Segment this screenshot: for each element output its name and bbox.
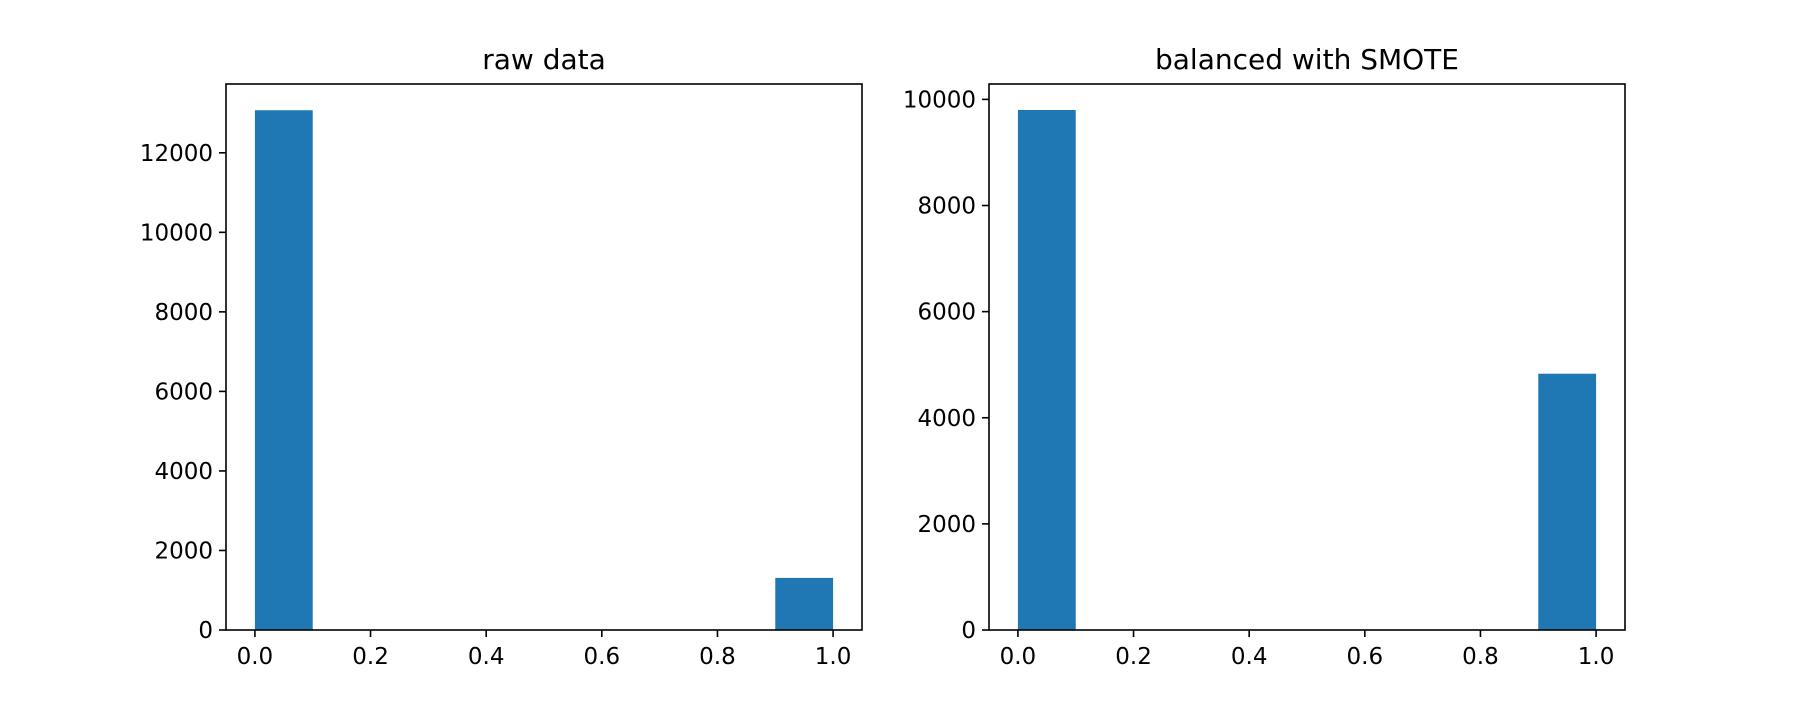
y-tick-label: 6000	[917, 300, 976, 326]
histogram-bar-1	[1538, 373, 1597, 630]
histogram-bar-0	[1017, 110, 1076, 630]
axes-frame	[225, 83, 863, 631]
y-tick-label: 2000	[917, 512, 976, 538]
x-tick-label: 0.8	[699, 644, 736, 670]
chart-title: raw data	[482, 43, 606, 76]
histogram-bar-1	[775, 577, 834, 630]
y-tick-label: 8000	[154, 300, 213, 326]
x-tick-label: 0.8	[1462, 644, 1499, 670]
y-tick-label: 8000	[917, 194, 976, 220]
y-tick-label: 4000	[917, 406, 976, 432]
x-tick-label: 0.6	[584, 644, 621, 670]
x-tick-label: 0.6	[1347, 644, 1384, 670]
y-tick-label: 10000	[140, 220, 213, 246]
y-tick-label: 10000	[903, 87, 976, 113]
y-tick-label: 4000	[154, 459, 213, 485]
histogram-bar-0	[254, 110, 313, 631]
x-tick-label: 0.2	[1115, 644, 1152, 670]
x-tick-label: 0.0	[1000, 644, 1037, 670]
x-tick-label: 0.2	[352, 644, 389, 670]
y-tick-label: 0	[198, 618, 213, 644]
x-tick-label: 0.0	[237, 644, 274, 670]
y-tick-label: 2000	[154, 538, 213, 564]
y-tick-label: 0	[961, 618, 976, 644]
x-tick-label: 0.4	[468, 644, 505, 670]
x-tick-label: 1.0	[815, 644, 852, 670]
x-tick-label: 0.4	[1231, 644, 1268, 670]
y-tick-label: 12000	[140, 141, 213, 167]
chart-balanced-with-smote: 0.0 0.2 0.4 0.6 0.8 1.0 0 2000 4000 6000 8000 10000…	[903, 43, 1626, 670]
y-tick-label: 6000	[154, 379, 213, 405]
chart-raw-data: 0.0 0.2 0.4 0.6 0.8 1.0 0 2000 4000 6000 8000 10000…	[140, 43, 863, 670]
axes-frame	[988, 83, 1626, 631]
x-tick-label: 1.0	[1578, 644, 1615, 670]
chart-title: balanced with SMOTE	[1155, 43, 1459, 76]
